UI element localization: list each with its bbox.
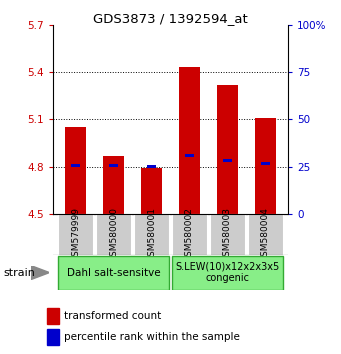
Text: GSM580003: GSM580003 — [223, 207, 232, 262]
Text: GSM580000: GSM580000 — [109, 207, 118, 262]
Bar — [47, 329, 59, 345]
Bar — [103, 156, 124, 214]
Text: transformed count: transformed count — [64, 311, 161, 321]
Text: GSM580002: GSM580002 — [185, 207, 194, 262]
FancyBboxPatch shape — [172, 256, 283, 290]
Text: strain: strain — [3, 268, 35, 278]
Bar — [71, 164, 80, 167]
Bar — [109, 164, 118, 167]
Bar — [217, 85, 238, 214]
FancyBboxPatch shape — [58, 214, 93, 255]
Bar — [185, 154, 194, 157]
Text: GSM580001: GSM580001 — [147, 207, 156, 262]
Bar — [147, 165, 156, 168]
Text: GDS3873 / 1392594_at: GDS3873 / 1392594_at — [93, 12, 248, 25]
Bar — [141, 169, 162, 214]
FancyBboxPatch shape — [248, 214, 283, 255]
Bar — [223, 159, 232, 162]
Bar — [255, 118, 276, 214]
FancyBboxPatch shape — [96, 214, 131, 255]
FancyBboxPatch shape — [58, 256, 169, 290]
FancyBboxPatch shape — [210, 214, 245, 255]
Text: Dahl salt-sensitve: Dahl salt-sensitve — [67, 268, 160, 278]
FancyBboxPatch shape — [172, 214, 207, 255]
Text: GSM579999: GSM579999 — [71, 207, 80, 262]
Polygon shape — [31, 266, 49, 280]
FancyBboxPatch shape — [134, 214, 169, 255]
Text: GSM580004: GSM580004 — [261, 207, 270, 262]
Text: percentile rank within the sample: percentile rank within the sample — [64, 332, 240, 342]
Bar — [47, 308, 59, 324]
Bar — [261, 162, 270, 165]
Text: S.LEW(10)x12x2x3x5
congenic: S.LEW(10)x12x2x3x5 congenic — [175, 262, 280, 284]
Bar — [179, 67, 200, 214]
Bar — [65, 127, 86, 214]
